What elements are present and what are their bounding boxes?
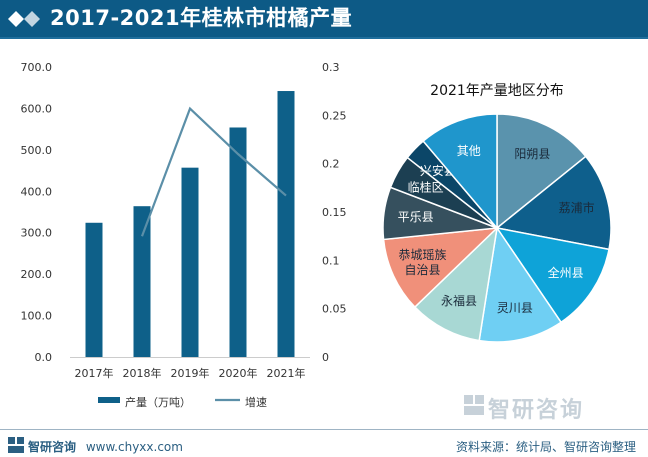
y-left-tick-label: 400.0 [21, 185, 53, 198]
y-left-tick-label: 100.0 [21, 310, 53, 323]
pie-label-line: 灵川县 [497, 301, 533, 315]
legend-line-label: 增速 [245, 395, 267, 409]
y-right-tick-label: 0.1 [322, 254, 340, 267]
pie-slice-荔浦市 [495, 155, 612, 251]
pie-label-line: 自治县 [404, 263, 440, 277]
y-left-tick-label: 300.0 [21, 227, 53, 240]
legend-bar-swatch [98, 397, 120, 403]
footer-source: 资料来源：统计局、智研咨询整理 [455, 440, 636, 454]
pie-slice-全州县 [495, 226, 610, 324]
footer-divider [0, 429, 648, 430]
y-right-tick-label: 0.2 [322, 158, 340, 171]
pie-label-恭城瑶族自治县: 恭城瑶族自治县 [398, 248, 446, 277]
pie-label-临桂区: 临桂区 [408, 180, 444, 195]
pie-slice-阳朔县 [496, 113, 587, 230]
y-right-tick-label: 0.05 [322, 303, 347, 316]
x-tick-label: 2018年 [123, 366, 162, 380]
y-right-tick-label: 0.15 [322, 206, 347, 219]
pie-label-line: 临桂区 [408, 180, 444, 195]
pie-label-line: 全州县 [548, 265, 584, 280]
y-left-tick-label: 600.0 [21, 102, 53, 115]
x-tick-label: 2020年 [219, 366, 258, 380]
y-right-tick-label: 0.3 [322, 61, 340, 74]
y-left-tick-label: 500.0 [21, 144, 53, 157]
pie-label-灵川县: 灵川县 [497, 301, 533, 315]
header-bar: 2017-2021年桂林市柑橘产量 [0, 0, 648, 37]
pie-label-line: 阳朔县 [514, 146, 550, 161]
pie-label-荔浦市: 荔浦市 [559, 200, 595, 215]
footer-url[interactable]: www.chyxx.com [85, 440, 183, 454]
y-right-tick-label: 0.25 [322, 109, 347, 122]
y-left-tick-label: 700.0 [21, 61, 53, 74]
watermark-logo-icon [464, 395, 484, 415]
pie-label-line: 恭城瑶族 [398, 248, 446, 262]
bar-2018年 [133, 206, 151, 357]
bar-2020年 [229, 127, 247, 357]
bar-2019年 [181, 167, 199, 357]
pie-slice-恭城瑶族自治县 [382, 227, 500, 309]
watermark-text: 智研咨询 [488, 398, 585, 423]
pie-slice-永福县 [413, 225, 499, 342]
x-tick-label: 2019年 [171, 366, 210, 380]
pie-label-line: 平乐县 [398, 210, 434, 224]
pie-label-line: 其他 [457, 144, 481, 158]
footer-brand-name: 智研咨询 [28, 440, 77, 454]
x-tick-label: 2021年 [267, 366, 306, 380]
bar-2021年 [277, 91, 295, 358]
growth-line [140, 106, 287, 237]
header-diamond-icon [8, 11, 40, 27]
pie-slice-其他 [422, 113, 498, 231]
pie-slice-灵川县 [478, 226, 563, 343]
header-divider [0, 37, 648, 39]
pie-label-永福县: 永福县 [441, 293, 477, 308]
footer-brand: 智研咨询 www.chyxx.com [28, 438, 183, 455]
y-right-tick-label: 0 [322, 351, 329, 364]
pie-label-其他: 其他 [457, 144, 481, 158]
y-left-tick-label: 200.0 [21, 268, 53, 281]
pie-title: 2021年产量地区分布 [430, 83, 564, 99]
pie-label-line: 永福县 [441, 293, 477, 308]
legend-bar-label: 产量（万吨） [125, 395, 191, 409]
brand-logo-icon [8, 437, 24, 453]
page-title: 2017-2021年桂林市柑橘产量 [50, 6, 353, 30]
pie-label-全州县: 全州县 [548, 265, 584, 280]
pie-label-line: 荔浦市 [559, 200, 595, 215]
bar-2017年 [85, 222, 103, 357]
x-tick-label: 2017年 [75, 366, 114, 380]
y-left-tick-label: 0.0 [35, 351, 53, 364]
pie-label-阳朔县: 阳朔县 [514, 146, 550, 161]
pie-label-平乐县: 平乐县 [398, 210, 434, 224]
